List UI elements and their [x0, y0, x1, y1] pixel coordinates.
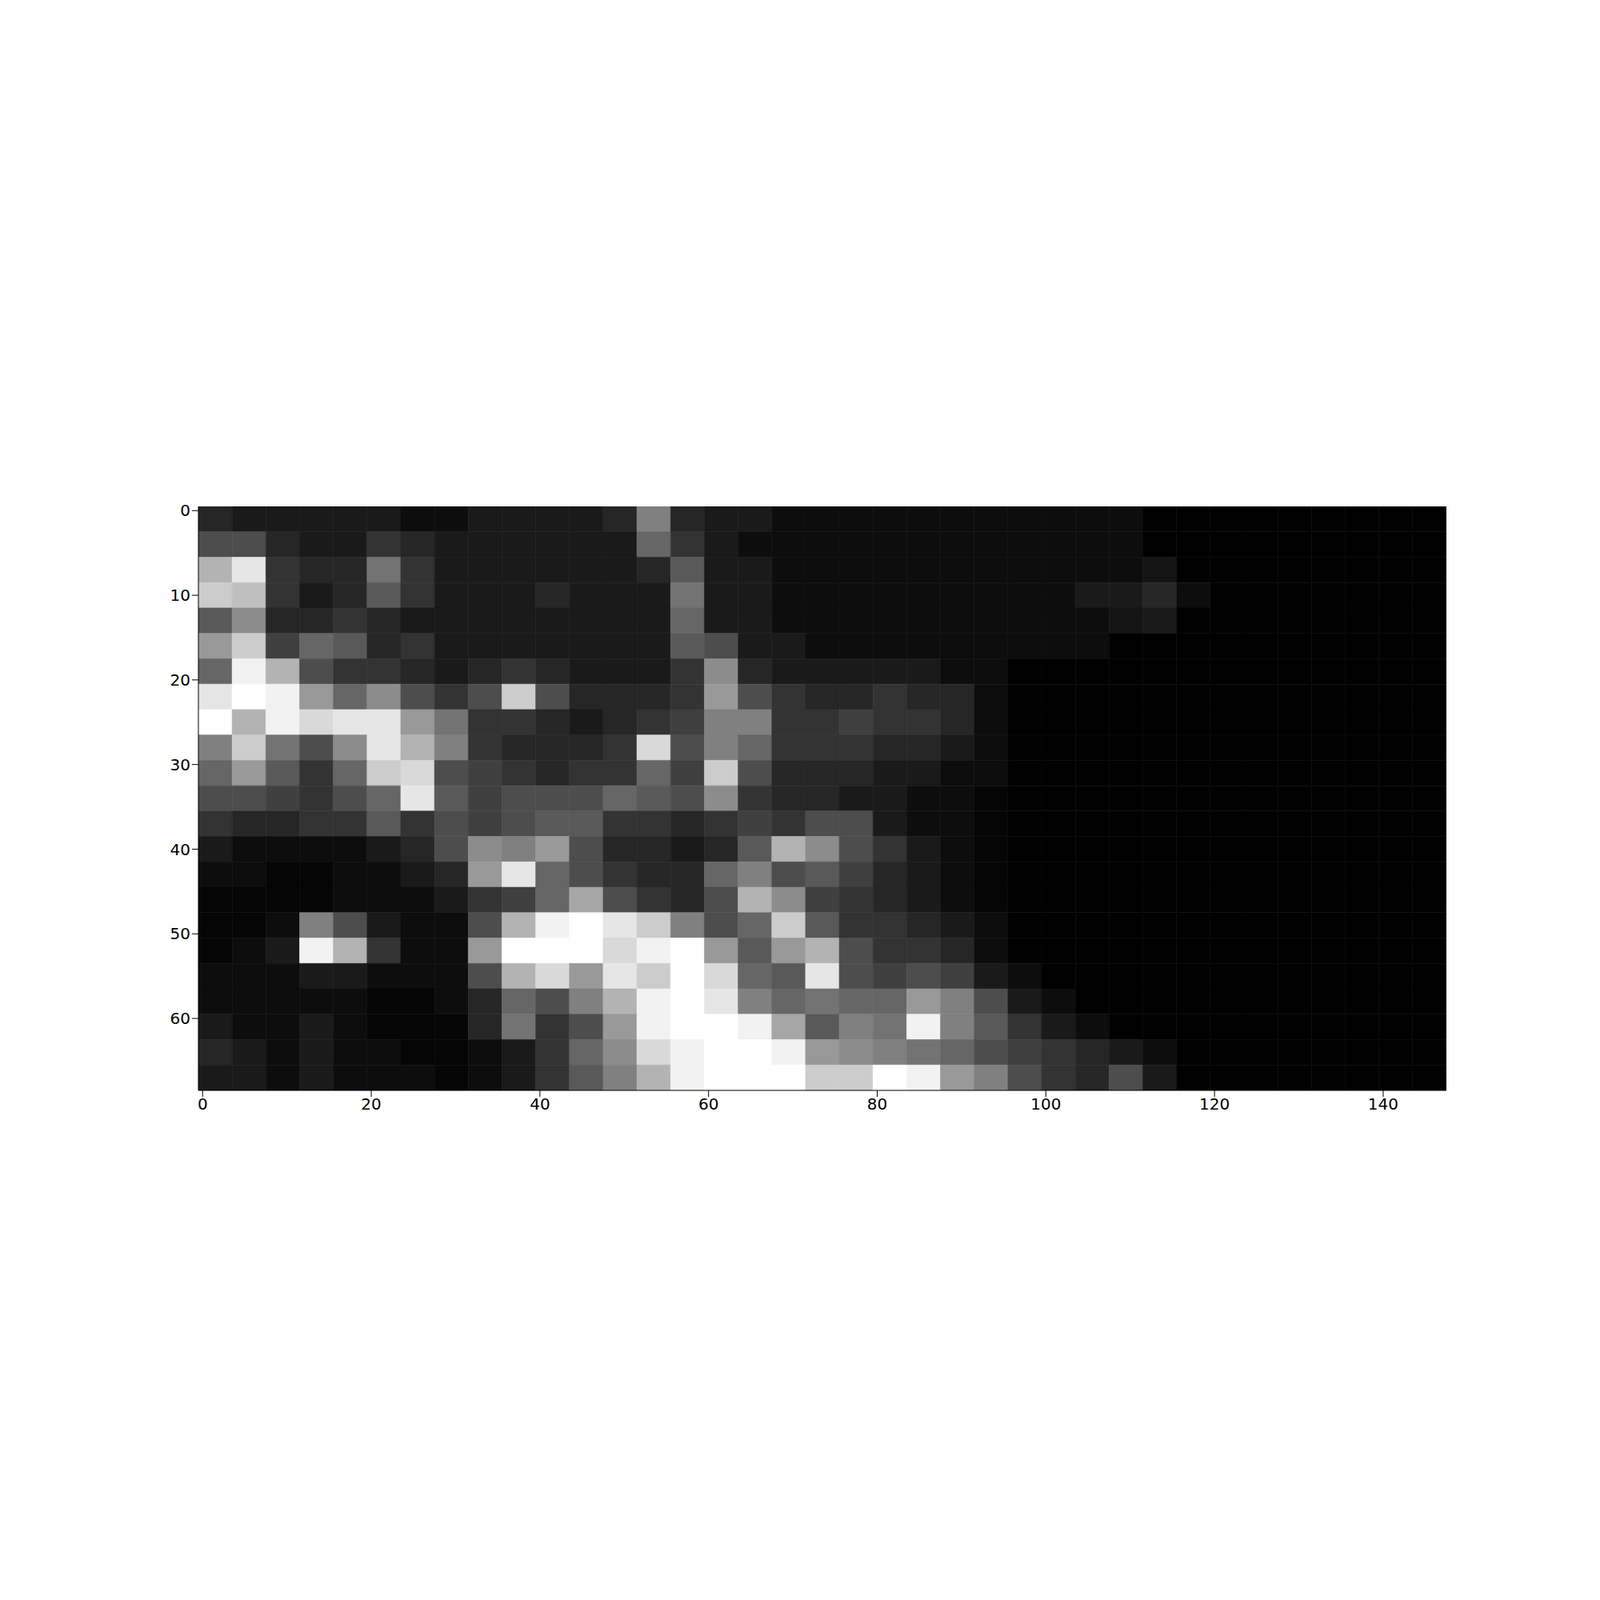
svg-text:60: 60: [698, 1094, 719, 1114]
svg-text:30: 30: [170, 755, 191, 775]
svg-text:100: 100: [1030, 1094, 1061, 1114]
svg-text:10: 10: [170, 585, 191, 605]
svg-text:20: 20: [360, 1094, 381, 1114]
svg-text:50: 50: [170, 924, 191, 944]
svg-text:0: 0: [197, 1094, 208, 1114]
svg-text:140: 140: [1368, 1094, 1399, 1114]
svg-text:40: 40: [529, 1094, 550, 1114]
svg-text:20: 20: [170, 670, 191, 690]
svg-text:0: 0: [180, 500, 191, 520]
svg-text:40: 40: [170, 840, 191, 860]
svg-text:60: 60: [170, 1008, 191, 1028]
svg-text:120: 120: [1199, 1094, 1230, 1114]
svg-text:80: 80: [867, 1094, 888, 1114]
